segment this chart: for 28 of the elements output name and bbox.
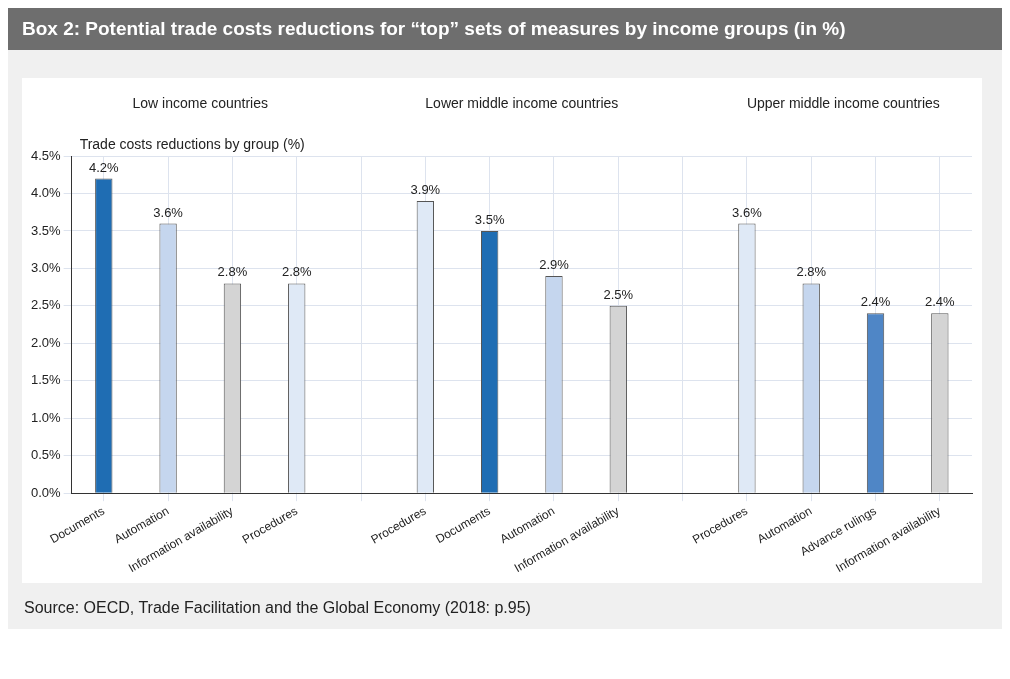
y-tick-label: 1.0% — [30, 409, 62, 425]
data-label: 3.6% — [153, 204, 184, 220]
text: Upper middle income countries — [746, 94, 940, 111]
source-note: Source: OECD, Trade Facilitation and the Global Economy (2018: p.95) — [24, 599, 532, 617]
y-tick-label: 2.0% — [30, 334, 62, 350]
data-label: 2.4% — [860, 294, 891, 310]
y-axis-title: Trade costs reductions by group (%) — [79, 135, 305, 152]
data-label: 3.6% — [732, 204, 763, 220]
data-label: 2.4% — [925, 294, 956, 310]
text: Low income countries — [132, 94, 268, 111]
y-tick-label: 3.5% — [30, 222, 62, 238]
y-tick-label: 2.5% — [30, 297, 62, 313]
data-label: 4.2% — [88, 159, 120, 175]
chart-title: Box 2: Potential trade costs reductions for “top” sets of measures by income groups (in %) — [8, 8, 1002, 50]
y-tick-label: 3.0% — [30, 259, 62, 275]
data-label: 2.8% — [217, 264, 248, 280]
y-tick-label: 0.5% — [30, 447, 62, 463]
y-tick-label: 4.0% — [30, 185, 62, 201]
data-label: 2.8% — [281, 264, 312, 280]
data-label: 2.8% — [796, 264, 827, 280]
data-label: 2.5% — [603, 286, 634, 302]
y-tick-label: 4.5% — [30, 147, 62, 163]
data-label: 3.5% — [474, 212, 505, 227]
text: Lower middle income countries — [425, 94, 619, 111]
data-label: 3.9% — [410, 182, 441, 198]
y-tick-label: 0.0% — [30, 484, 62, 500]
y-tick-label: 1.5% — [30, 372, 62, 388]
data-label: 2.9% — [539, 256, 570, 272]
